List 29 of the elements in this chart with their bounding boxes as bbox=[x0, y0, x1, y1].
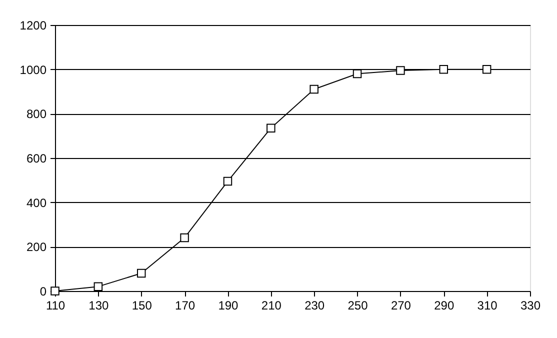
x-tick-label: 150 bbox=[132, 298, 152, 312]
point bbox=[266, 124, 276, 132]
point bbox=[223, 176, 232, 186]
x-tick-label: 270 bbox=[390, 298, 412, 312]
point bbox=[180, 233, 189, 242]
x-tick-label: 230 bbox=[304, 298, 325, 312]
x-tick-label: 170 bbox=[175, 298, 196, 312]
x-tick-label: 210 bbox=[261, 298, 282, 312]
y-tick-label: 400 bbox=[26, 196, 47, 210]
y-tick-label: 1200 bbox=[20, 18, 47, 32]
y-tick-label: 800 bbox=[26, 107, 47, 122]
point bbox=[136, 268, 146, 278]
x-tick-label: 290 bbox=[434, 298, 454, 312]
x-tick-label: 110 bbox=[46, 298, 66, 312]
point bbox=[396, 66, 405, 75]
x-tick-label: 310 bbox=[477, 298, 498, 312]
y-tick-label: 600 bbox=[26, 152, 47, 166]
x-tick-label: 250 bbox=[348, 298, 368, 312]
point bbox=[310, 84, 318, 94]
x-tick-label: 190 bbox=[218, 298, 239, 312]
point bbox=[439, 64, 448, 74]
y-tick-label: 1000 bbox=[20, 62, 47, 77]
point bbox=[482, 64, 492, 74]
x-tick-label: 330 bbox=[520, 298, 541, 312]
y-tick-label: 0 bbox=[40, 284, 47, 298]
x-tick-label: 130 bbox=[88, 298, 110, 312]
y-tick-label: 200 bbox=[26, 240, 47, 254]
point bbox=[94, 282, 103, 291]
point bbox=[352, 69, 362, 78]
